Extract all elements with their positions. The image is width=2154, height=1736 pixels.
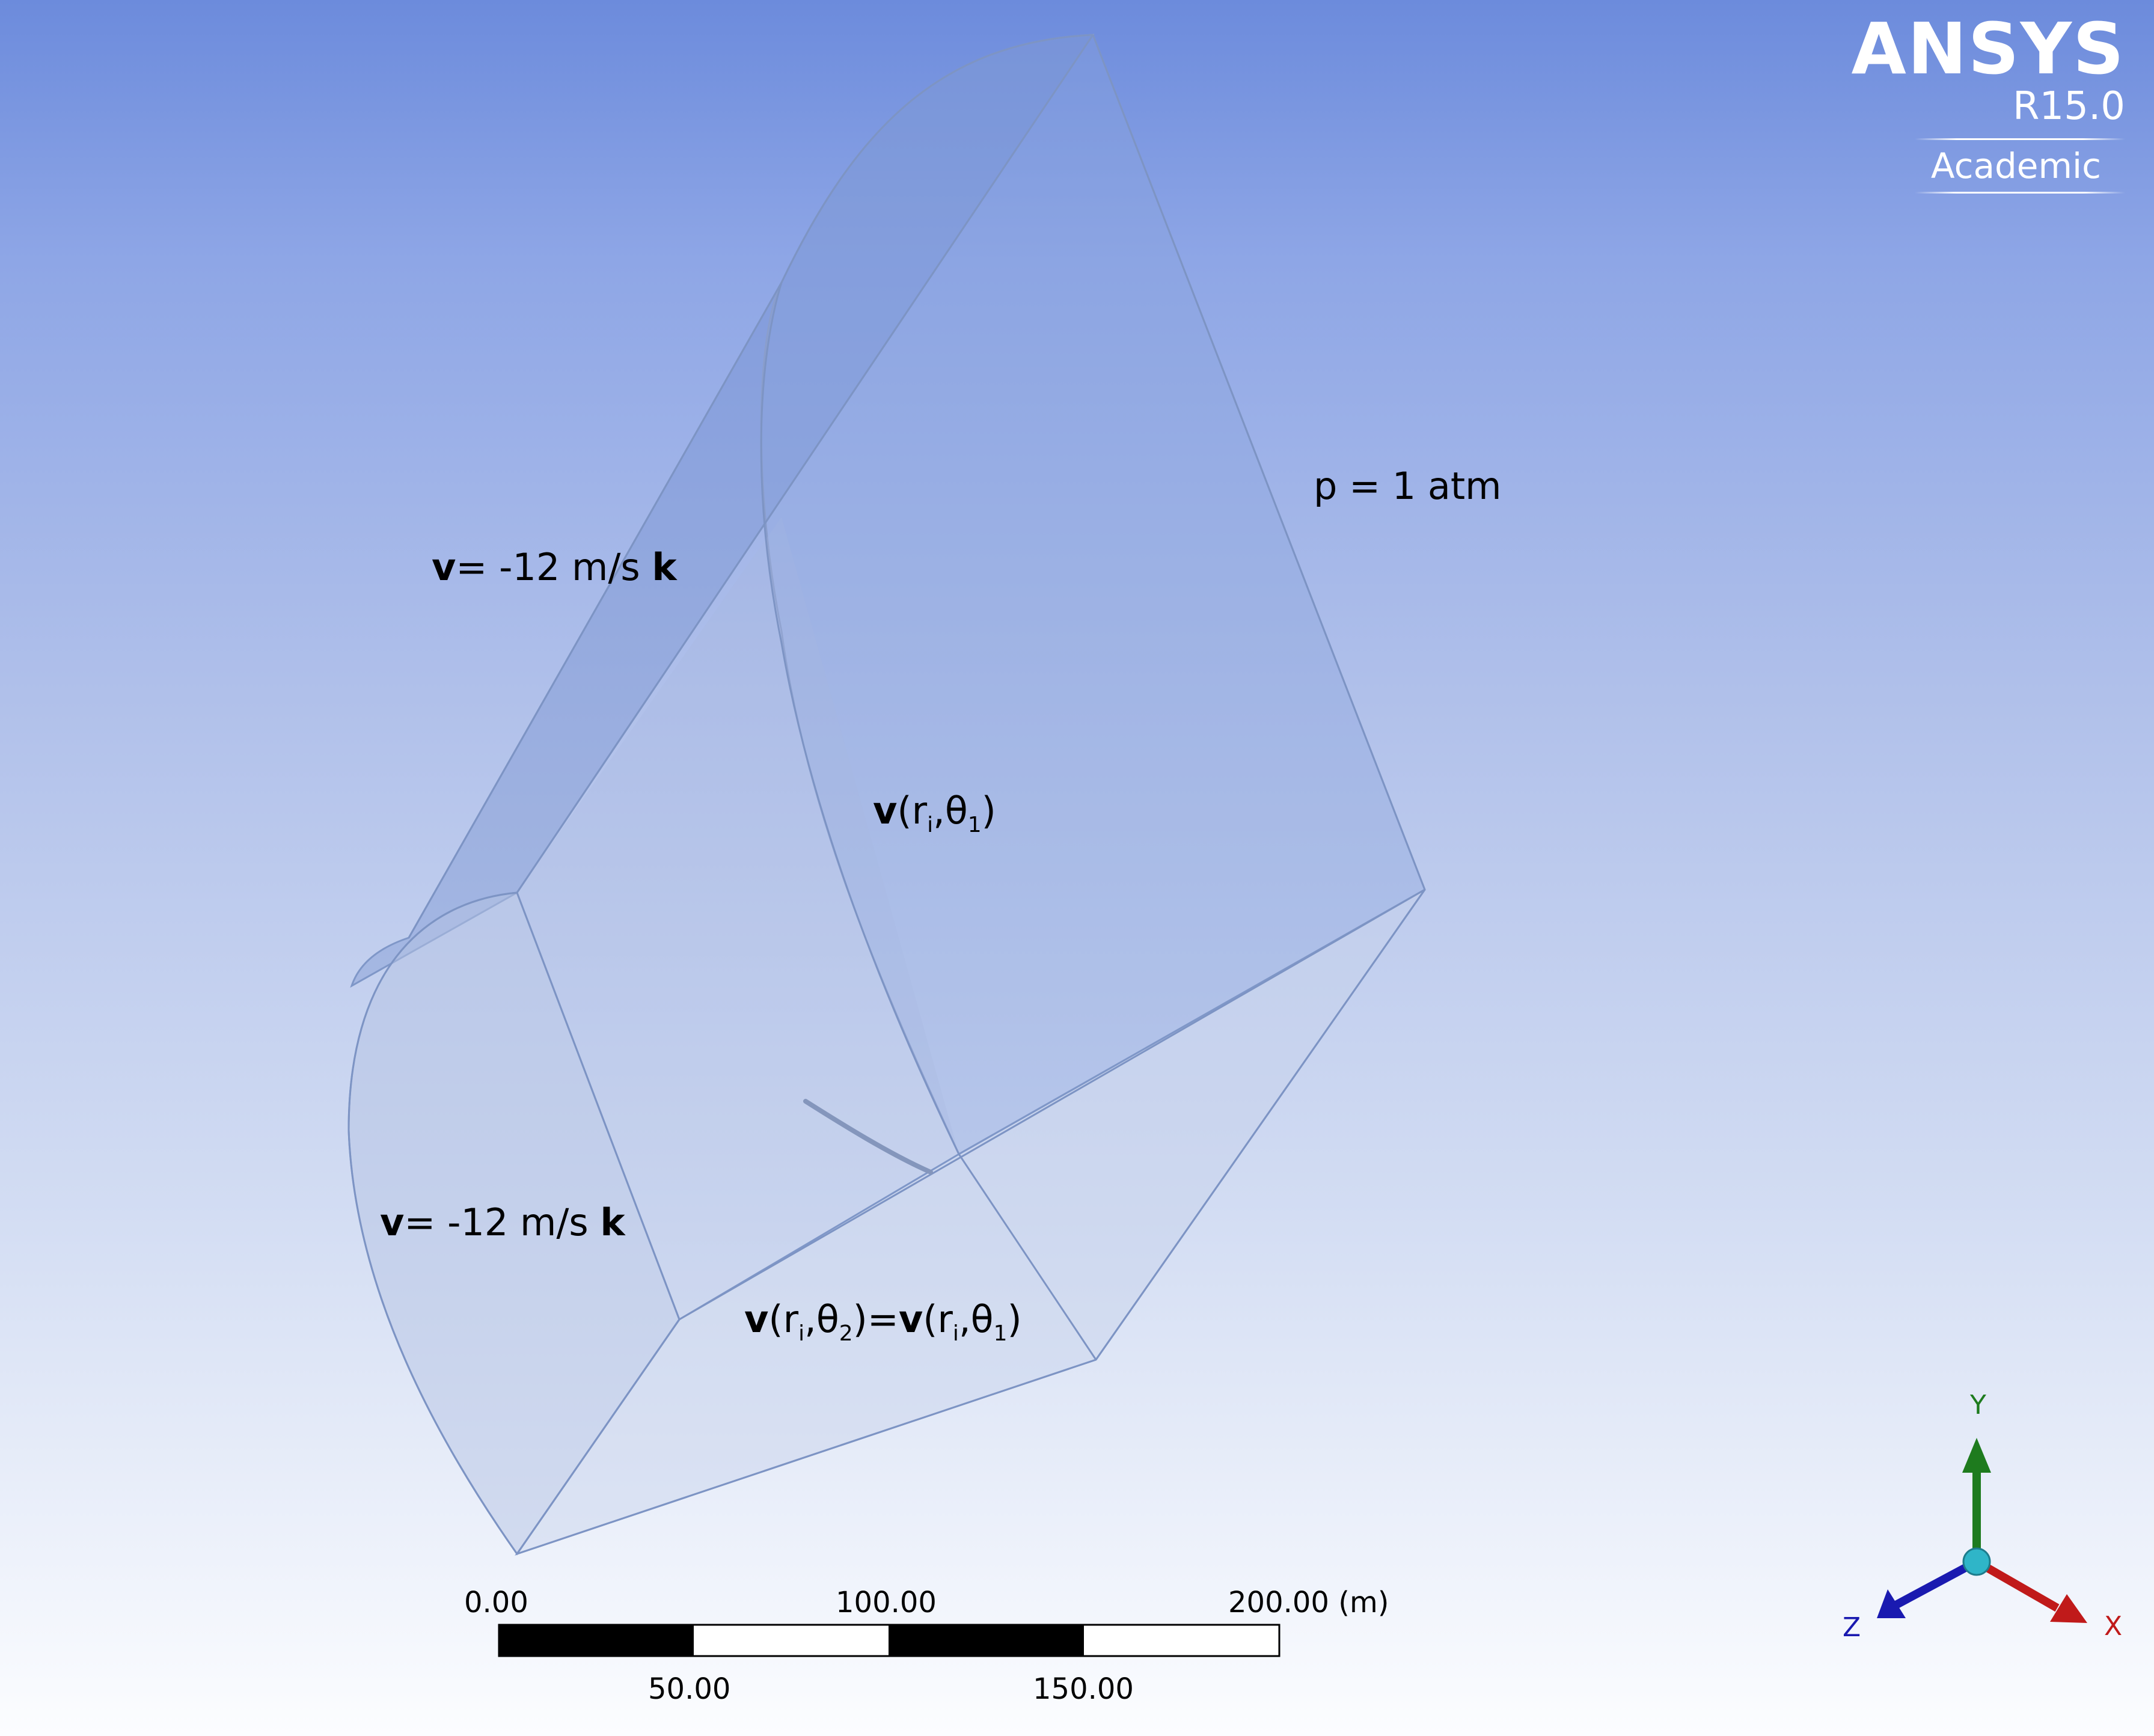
scale-label-150: 150.00 bbox=[1033, 1672, 1134, 1706]
velocity-unit-vector: k bbox=[652, 545, 677, 589]
scale-label-100: 100.00 bbox=[836, 1586, 937, 1619]
logo-divider-bottom bbox=[1915, 192, 2125, 194]
outlet-pressure-label: p = 1 atm bbox=[1314, 464, 1502, 508]
scale-label-200: 200.00 (m) bbox=[1228, 1586, 1389, 1619]
triad-x-label: X bbox=[2104, 1611, 2123, 1642]
velocity-value: = -12 m/s bbox=[404, 1200, 601, 1244]
logo-divider bbox=[1915, 138, 2125, 141]
triad-z-label: Z bbox=[1843, 1612, 1861, 1643]
scale-label-0: 0.00 bbox=[464, 1586, 528, 1619]
logo-edition: Academic bbox=[1930, 145, 2101, 187]
triad-y-label: Y bbox=[1970, 1390, 1986, 1420]
ansys-logo: ANSYS R15.0 Academic bbox=[1851, 7, 2125, 202]
velocity-unit-vector: k bbox=[600, 1200, 625, 1244]
logo-version: R15.0 bbox=[2013, 84, 2125, 129]
velocity-symbol: v bbox=[380, 1200, 405, 1244]
logo-brand: ANSYS bbox=[1851, 7, 2125, 90]
periodic-condition-2-label: v(ri,θ2)=v(ri,θ1) bbox=[744, 1297, 1022, 1346]
velocity-symbol: v bbox=[744, 1297, 769, 1341]
velocity-symbol: v bbox=[432, 545, 456, 589]
velocity-symbol: v bbox=[873, 789, 898, 833]
top-velocity-label: v= -12 m/s k bbox=[432, 545, 677, 589]
front-velocity-label: v= -12 m/s k bbox=[380, 1200, 625, 1244]
velocity-value: = -12 m/s bbox=[456, 545, 652, 589]
inner-curved-face[interactable] bbox=[517, 517, 959, 1319]
axis-line-feature bbox=[803, 1099, 933, 1175]
periodic-condition-1-label: v(ri,θ1) bbox=[873, 789, 996, 837]
scale-label-50: 50.00 bbox=[648, 1672, 731, 1706]
